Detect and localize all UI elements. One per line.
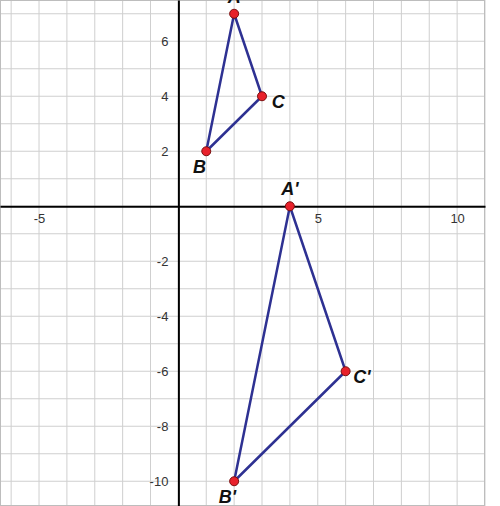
y-tick: 4: [161, 89, 178, 104]
grid-line: [0, 96, 485, 97]
vertex: [230, 477, 239, 486]
grid-line: [66, 0, 67, 506]
vertex: [202, 147, 211, 156]
vertex-label: A: [227, 0, 241, 7]
grid-line: [150, 0, 151, 506]
grid-line: [0, 233, 485, 234]
point-labels: A B C A' B' C': [193, 0, 371, 506]
vertex-label: C: [272, 92, 286, 112]
grid-line: [0, 426, 485, 427]
grid-line: [401, 0, 402, 506]
vertex: [341, 367, 350, 376]
grid-line: [0, 453, 485, 454]
grid-line: [0, 371, 485, 372]
y-axis-line: [178, 1, 180, 506]
x-tick-label: 5: [315, 211, 322, 226]
grid-line: [0, 261, 485, 262]
triangle: [206, 14, 262, 152]
grid-line: [122, 0, 123, 506]
grid-line: [373, 0, 374, 506]
y-tick: -10: [150, 474, 179, 489]
y-tick: -2: [157, 254, 179, 269]
grid-line: [0, 288, 485, 289]
grid-line: [178, 0, 179, 506]
vertex: [258, 92, 267, 101]
y-tick: -8: [157, 419, 179, 434]
vertex-label: C': [353, 367, 371, 387]
grid-line: [0, 343, 485, 344]
chart-svg: -5 5 10 -10 -8 -6 -4 -2 2 4 6 A B C A' B' C': [0, 0, 500, 506]
grid-line: [0, 178, 485, 179]
y-tick-label: -10: [150, 474, 169, 489]
x-tick: 10: [450, 206, 464, 226]
grid-line: [0, 316, 485, 317]
triangle: [234, 206, 345, 481]
grid-line: [317, 0, 318, 506]
x-tick: -5: [34, 206, 46, 226]
y-tick-label: 2: [161, 144, 168, 159]
vertex-label: B: [193, 157, 206, 177]
grid-line: [262, 0, 263, 506]
vertex-label: A': [280, 179, 299, 199]
vertex-label: B': [219, 487, 237, 506]
grid-line: [11, 0, 12, 506]
marks: [202, 9, 350, 486]
y-axis: -10 -8 -6 -4 -2 2 4 6: [150, 1, 179, 506]
grid-line: [345, 0, 346, 506]
y-tick: -4: [157, 309, 179, 324]
grid-line: [39, 0, 40, 506]
grid-line: [0, 151, 485, 152]
plot-frame: [1, 1, 485, 506]
y-tick: 6: [161, 34, 178, 49]
y-tick-label: -2: [157, 254, 169, 269]
y-tick: 2: [161, 144, 178, 159]
y-tick-label: -8: [157, 419, 169, 434]
grid-line: [0, 68, 485, 69]
grid-line: [234, 0, 235, 506]
grid-line: [457, 0, 458, 506]
x-axis-line: [1, 206, 486, 208]
y-tick-label: 4: [161, 89, 168, 104]
y-tick-label: -6: [157, 364, 169, 379]
vertex: [230, 9, 239, 18]
x-tick: 5: [315, 206, 322, 226]
vertex: [285, 202, 294, 211]
y-tick-label: -4: [157, 309, 169, 324]
grid-line: [0, 123, 485, 124]
grid-line: [0, 398, 485, 399]
chart-root: -5 5 10 -10 -8 -6 -4 -2 2 4 6 A B C A' B' C': [0, 0, 500, 506]
grid: [0, 0, 485, 506]
y-tick-label: 6: [161, 34, 168, 49]
grid-line: [94, 0, 95, 506]
grid-line: [0, 13, 485, 14]
grid-line: [206, 0, 207, 506]
grid-line: [0, 206, 485, 207]
grid-line: [429, 0, 430, 506]
grid-line: [0, 481, 485, 482]
grid-line: [289, 0, 290, 506]
y-tick: -6: [157, 364, 179, 379]
x-tick-label: -5: [34, 211, 46, 226]
x-tick-label: 10: [450, 211, 464, 226]
x-axis: -5 5 10: [1, 206, 486, 226]
